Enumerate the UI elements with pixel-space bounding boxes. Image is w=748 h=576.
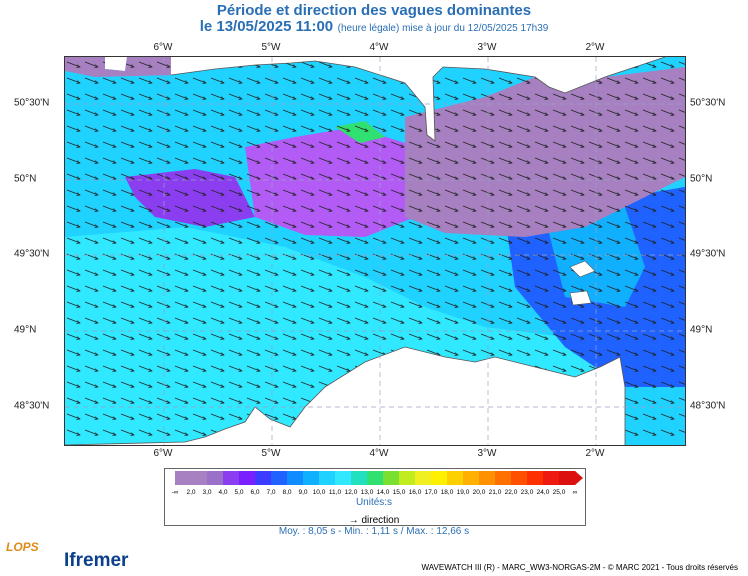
map-title: Période et direction des vagues dominant… xyxy=(216,2,532,19)
france-coastline xyxy=(65,346,626,445)
colorbar-swatch xyxy=(271,471,288,485)
colorbar-tick-label: 2,0 xyxy=(186,489,196,496)
direction-label: direction xyxy=(361,515,400,526)
colorbar-tick-label: 24,0 xyxy=(536,489,550,496)
colorbar-swatch xyxy=(399,471,416,485)
colorbar-tick-label: 16,0 xyxy=(408,489,422,496)
lon-label-bottom-3w: 3°W xyxy=(477,448,497,459)
colorbar-tick-label: -∞ xyxy=(171,489,179,496)
ifremer-logo: Ifremer xyxy=(64,550,129,571)
colorbar-tick-label: 8,0 xyxy=(282,489,292,496)
colorbar-tick-label: ∞ xyxy=(572,489,578,496)
colorbar-tick-label: 19,0 xyxy=(456,489,470,496)
colorbar-swatch xyxy=(447,471,464,485)
statistics-line: Moy. : 8,05 s - Min. : 1,11 s / Max. : 1… xyxy=(278,526,470,537)
colorbar-tick-label: 5,0 xyxy=(234,489,244,496)
direction-legend: → direction xyxy=(164,515,584,526)
colorbar-tick-label: 6,0 xyxy=(250,489,260,496)
island-guernsey xyxy=(569,260,596,278)
lat-label-right-48-30: 48°30'N xyxy=(690,400,726,412)
colorbar-tick-label: 9,0 xyxy=(298,489,308,496)
colorbar-swatch xyxy=(191,471,208,485)
lon-label-bottom-5w: 5°W xyxy=(261,448,281,459)
colorbar-swatch xyxy=(303,471,320,485)
lon-label-bottom-2w: 2°W xyxy=(585,448,605,459)
colorbar-swatch xyxy=(319,471,336,485)
lon-label-bottom-6w: 6°W xyxy=(153,448,173,459)
colorbar-swatch xyxy=(223,471,240,485)
colorbar-swatch xyxy=(175,471,192,485)
lat-label-right-49-30: 49°30'N xyxy=(690,248,726,260)
colorbar-swatch xyxy=(479,471,496,485)
colorbar-swatch xyxy=(495,471,512,485)
england-coastline xyxy=(170,57,666,142)
colorbar-tick-label: 3,0 xyxy=(202,489,212,496)
island-jersey xyxy=(569,290,592,306)
colorbar-tick-label: 11,0 xyxy=(328,489,342,496)
colorbar-swatch xyxy=(255,471,272,485)
map-subtitle: le 13/05/2025 11:00 (heure légale) mise … xyxy=(0,18,748,36)
colorbar-tick-label: 17,0 xyxy=(424,489,438,496)
colorbar-strip xyxy=(175,471,583,485)
colorbar-swatch xyxy=(207,471,224,485)
lat-label-right-49: 49°N xyxy=(690,324,713,336)
colorbar-swatch xyxy=(415,471,432,485)
colorbar-tick-label: 23,0 xyxy=(520,489,534,496)
colorbar-swatch xyxy=(431,471,448,485)
colorbar-tick-label: 13,0 xyxy=(360,489,374,496)
lat-label-left-49-30: 49°30'N xyxy=(14,248,50,260)
lon-label-top-2w: 2°W xyxy=(585,42,605,53)
colorbar-swatch xyxy=(239,471,256,485)
colorbar-max-arrow xyxy=(575,471,583,485)
colorbar-swatch xyxy=(463,471,480,485)
lon-label-top-4w: 4°W xyxy=(369,42,389,53)
lat-label-right-50: 50°N xyxy=(690,173,713,185)
wave-map-canvas xyxy=(65,57,685,445)
colorbar-swatch xyxy=(559,471,576,485)
lat-label-left-50: 50°N xyxy=(14,173,37,185)
colorbar-swatch xyxy=(527,471,544,485)
units-label: Unités:s xyxy=(355,497,393,508)
wave-map[interactable] xyxy=(64,56,686,446)
footer-credits: WAVEWATCH III (R) - MARC_WW3-NORGAS-2M -… xyxy=(421,563,738,572)
update-details: (heure légale) mise à jour du 12/05/2025… xyxy=(337,23,549,34)
colorbar-tick-label: 22,0 xyxy=(504,489,518,496)
colorbar-swatch xyxy=(383,471,400,485)
colorbar-swatch xyxy=(543,471,560,485)
colorbar-tick-label: 4,0 xyxy=(218,489,228,496)
lon-label-top-6w: 6°W xyxy=(153,42,173,53)
arrow-right-icon: → xyxy=(348,515,359,526)
colorbar-legend: -∞ 2,0 3,0 4,0 5,0 6,0 7,0 8,0 9,0 10,0 11,0 12,0 13… xyxy=(164,468,586,526)
lat-label-left-49: 49°N xyxy=(14,324,37,336)
lops-logo: LOPS xyxy=(6,540,39,554)
lon-label-top-3w: 3°W xyxy=(477,42,497,53)
colorbar-swatch xyxy=(351,471,368,485)
forecast-date: le 13/05/2025 11:00 xyxy=(199,18,334,35)
colorbar-swatch xyxy=(367,471,384,485)
colorbar-tick-label: 10,0 xyxy=(312,489,326,496)
colorbar-tick-label: 12,0 xyxy=(344,489,358,496)
colorbar-tick-label: 21,0 xyxy=(488,489,502,496)
colorbar-tick-label: 7,0 xyxy=(266,489,276,496)
colorbar-tick-label: 15,0 xyxy=(392,489,406,496)
lat-label-right-50-30: 50°30'N xyxy=(690,97,726,109)
lon-label-top-5w: 5°W xyxy=(261,42,281,53)
colorbar-swatch xyxy=(511,471,528,485)
lat-label-left-48-30: 48°30'N xyxy=(14,400,50,412)
graticule xyxy=(65,57,685,445)
colorbar-tick-label: 25,0 xyxy=(552,489,566,496)
lon-label-bottom-4w: 4°W xyxy=(369,448,389,459)
lat-label-left-50-30: 50°30'N xyxy=(14,97,50,109)
colorbar-swatch xyxy=(287,471,304,485)
colorbar-tick-label: 18,0 xyxy=(440,489,454,496)
colorbar-tick-label: 14,0 xyxy=(376,489,390,496)
colorbar-tick-label: 20,0 xyxy=(472,489,486,496)
colorbar-swatch xyxy=(335,471,352,485)
